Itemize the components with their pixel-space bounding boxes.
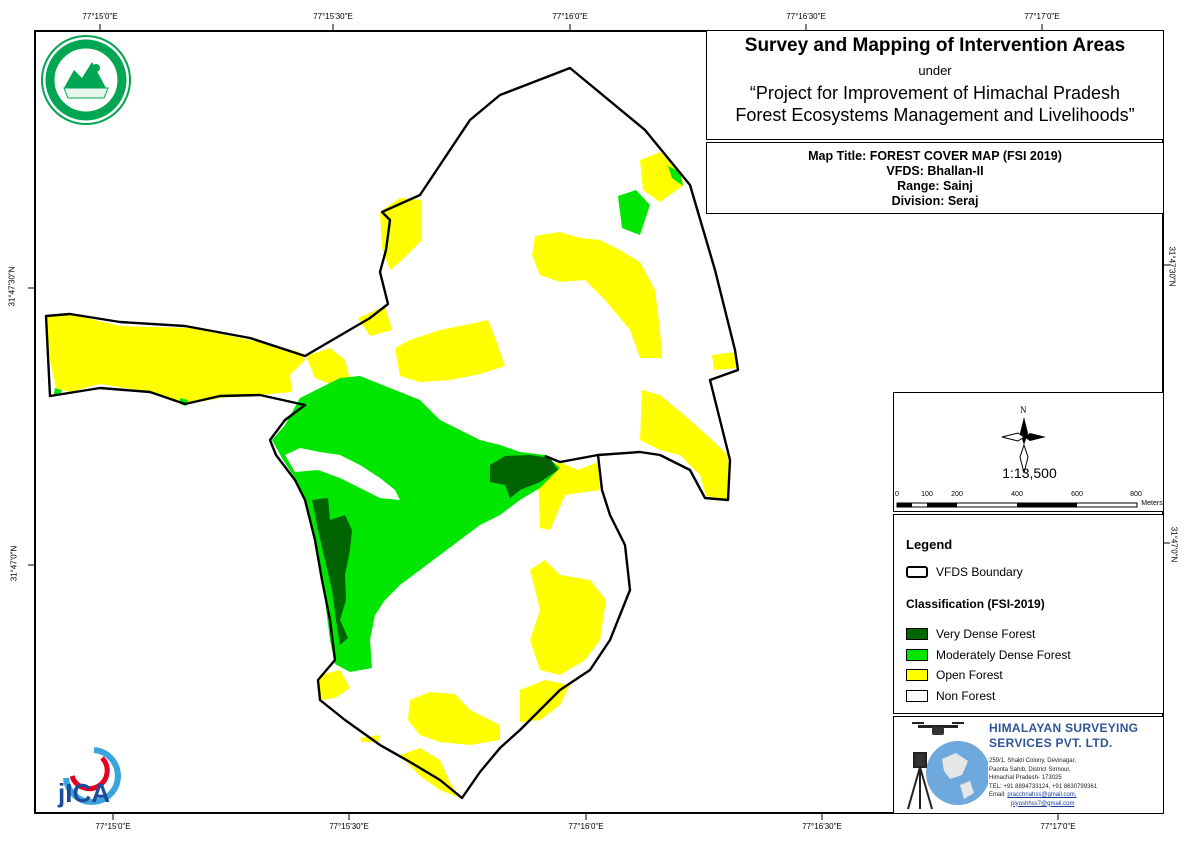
scale-bar-label-800: 800 [1130,491,1142,498]
boundary-swatch [906,566,928,578]
open-forest-patch [306,348,350,384]
legend-item-open: Open Forest [906,668,1003,682]
legend-class-label: Open Forest [936,668,1003,682]
vfds-boundary-notch [544,453,599,464]
classification-title: Classification (FSI-2019) [906,597,1045,611]
map-info-panel: Map Title: FOREST COVER MAP (FSI 2019) V… [706,142,1164,214]
lon-label-bottom-2: 77°15'30"E [329,822,369,831]
address-line: 259/1, Shakti Colony, Devinagar, [989,758,1076,764]
lon-label-top-2: 77°15'30"E [313,12,353,21]
legend-class-label: Very Dense Forest [936,627,1036,641]
moderately-dense-patch [618,190,650,235]
scale-ratio: 1:13,500 [1002,465,1057,481]
lon-label-top-4: 77°16'30"E [786,12,826,21]
company-address: 259/1, Shakti Colony, Devinagar, Paonta … [989,757,1097,808]
address-line: Himachal Pradesh- 173025 [989,775,1062,781]
scale-bar [896,502,1138,508]
title-under: under [918,63,952,78]
north-label: N [1020,405,1027,415]
map-main-title: Survey and Mapping of Intervention Areas [744,35,1126,56]
email-link-1[interactable]: pracchnahss@gmail.com, [1007,792,1077,798]
address-line: Paonta Sahib, District Sirmour, [989,766,1071,773]
open-forest-patch [395,320,505,382]
svg-text:jICA: jICA [57,778,110,808]
lon-label-bottom-1: 77°15'0"E [95,822,131,831]
range-name: Range: Sainj [897,179,973,193]
vfds-boundary [44,66,740,800]
open-forest-patch [358,306,392,336]
vfds-name: VFDS: Bhallan-II [886,164,984,178]
open-forest-patch [538,462,600,530]
moderately-dense-patch [668,166,683,186]
drone-icon [912,722,964,735]
project-title-line2: Forest Ecosystems Management and Livelih… [735,105,1135,125]
north-arrow-icon [1001,417,1046,474]
open-forest-patch [532,232,662,358]
very-dense-patch [312,498,352,645]
legend-class-label: Non Forest [936,689,996,703]
map-title-text: Map Title: FOREST COVER MAP (FSI 2019) [808,149,1062,163]
lon-label-top-5: 77°17'0"E [1024,12,1060,21]
very-dense-forest-areas [312,455,558,645]
legend-item-boundary: VFDS Boundary [906,565,1023,579]
non-forest-patch [285,448,400,500]
legend-boundary-label: VFDS Boundary [936,565,1023,579]
open-forest-patch [320,670,350,700]
legend-item-very-dense: Very Dense Forest [906,627,1035,641]
very-dense-swatch [906,628,928,640]
lon-label-bottom-5: 77°17'0"E [1040,822,1076,831]
company-panel: HIMALAYAN SURVEYING SERVICES PVT. LTD. 2… [893,716,1164,814]
title-panel: Survey and Mapping of Intervention Areas… [706,30,1164,140]
open-forest-patch [712,352,738,370]
company-name: HIMALAYAN SURVEYING SERVICES PVT. LTD. [989,721,1138,751]
non-forest-inner-areas [285,448,400,500]
open-forest-patch [520,680,570,722]
legend-panel: Legend VFDS Boundary Classification (FSI… [893,514,1164,714]
telephone: TEL: +91 8894733124, +91 8630799361 [989,783,1098,790]
project-title-line1: “Project for Improvement of Himachal Pra… [749,83,1121,103]
scale-panel: N 1:13,500 0 100 200 400 600 800 Meters [893,392,1164,512]
company-name-line1: HIMALAYAN SURVEYING [989,721,1139,735]
lon-label-top-3: 77°16'0"E [552,12,588,21]
scale-bar-label-600: 600 [1071,491,1083,498]
scale-bar-label-0: 0 [895,491,899,498]
open-forest-patch [46,314,305,404]
non-forest-swatch [906,690,928,702]
moderately-dense-swatch [906,649,928,661]
legend-item-moderately-dense: Moderately Dense Forest [906,648,1071,662]
legend-title: Legend [906,537,953,552]
graticule-ticks [28,24,1170,820]
jica-logo: jICA [57,747,121,808]
company-name-line2: SERVICES PVT. LTD. [989,736,1113,750]
email-prefix: Email: [989,792,1006,798]
open-forest-swatch [906,669,928,681]
company-logo [907,722,988,810]
project-title: “Project for Improvement of Himachal Pra… [707,82,1163,126]
open-forest-patch [380,198,422,270]
scale-bar-label-400: 400 [1011,491,1023,498]
email-line-2: piyushhss7@gmail.com [989,800,1097,809]
scale-bar-unit: Meters [1141,500,1163,507]
moderately-dense-patch [272,376,560,672]
email-link-2[interactable]: piyushhss7@gmail.com [1011,800,1075,807]
lon-label-top-1: 77°15'0"E [82,12,118,21]
open-forest-patch [408,692,500,745]
forest-department-logo [41,35,131,125]
scale-bar-label-100: 100 [921,491,933,498]
division-name: Division: Seraj [891,194,979,208]
very-dense-patch [490,455,558,498]
lon-label-bottom-4: 77°16'30"E [802,822,842,831]
open-forest-patch [530,560,606,675]
legend-item-non-forest: Non Forest [906,689,995,703]
email-line: Email: pracchnahss@gmail.com, [989,791,1097,800]
lon-label-bottom-3: 77°16'0"E [568,822,604,831]
open-forest-patch [640,390,730,500]
legend-class-label: Moderately Dense Forest [936,648,1071,662]
scale-bar-label-200: 200 [951,491,963,498]
tripod-instrument-icon [907,752,933,810]
